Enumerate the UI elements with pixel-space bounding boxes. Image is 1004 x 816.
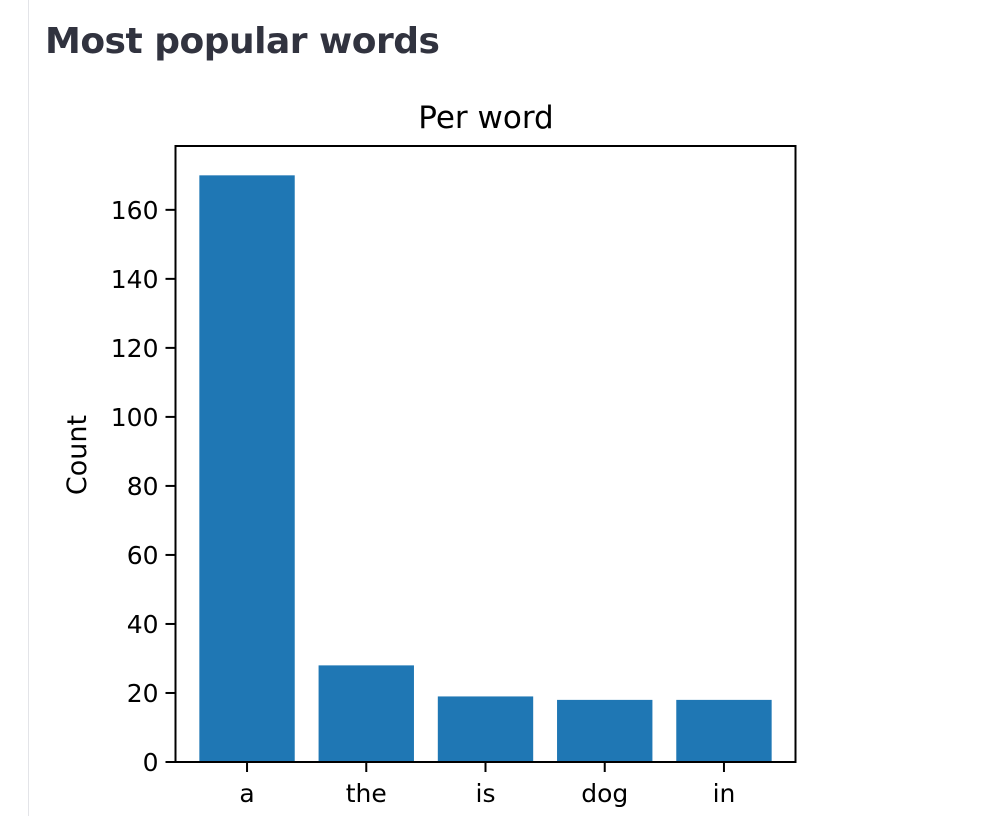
chart-title: Per word xyxy=(418,100,553,136)
y-tick-label: 120 xyxy=(111,334,159,363)
y-tick-label: 100 xyxy=(111,403,159,432)
y-axis-ticks: 0 20 40 60 80 100 120 140 160 xyxy=(111,196,176,777)
bar-is xyxy=(437,696,534,762)
bars-group xyxy=(199,175,772,763)
bar-a xyxy=(199,175,295,763)
y-tick-label: 80 xyxy=(127,472,159,501)
plot-frame xyxy=(174,145,797,763)
left-divider xyxy=(28,0,29,816)
x-tick-label: dog xyxy=(581,779,628,808)
bar-the xyxy=(318,665,414,762)
section-title: Most popular words xyxy=(45,21,440,62)
bar-in xyxy=(676,699,772,762)
x-tick-label: the xyxy=(346,779,387,808)
y-tick-label: 140 xyxy=(111,265,159,294)
y-axis-label: Count xyxy=(62,415,93,495)
y-tick-label: 40 xyxy=(127,610,159,639)
x-tick-label: a xyxy=(239,779,254,808)
y-tick-label: 60 xyxy=(127,541,159,570)
y-tick-label: 20 xyxy=(127,679,159,708)
y-tick-label: 0 xyxy=(143,748,159,777)
y-tick-label: 160 xyxy=(111,196,159,225)
x-tick-label: in xyxy=(713,779,736,808)
bar-dog xyxy=(557,699,653,762)
x-tick-label: is xyxy=(476,779,496,808)
x-axis-ticks: a the is dog in xyxy=(239,762,735,808)
